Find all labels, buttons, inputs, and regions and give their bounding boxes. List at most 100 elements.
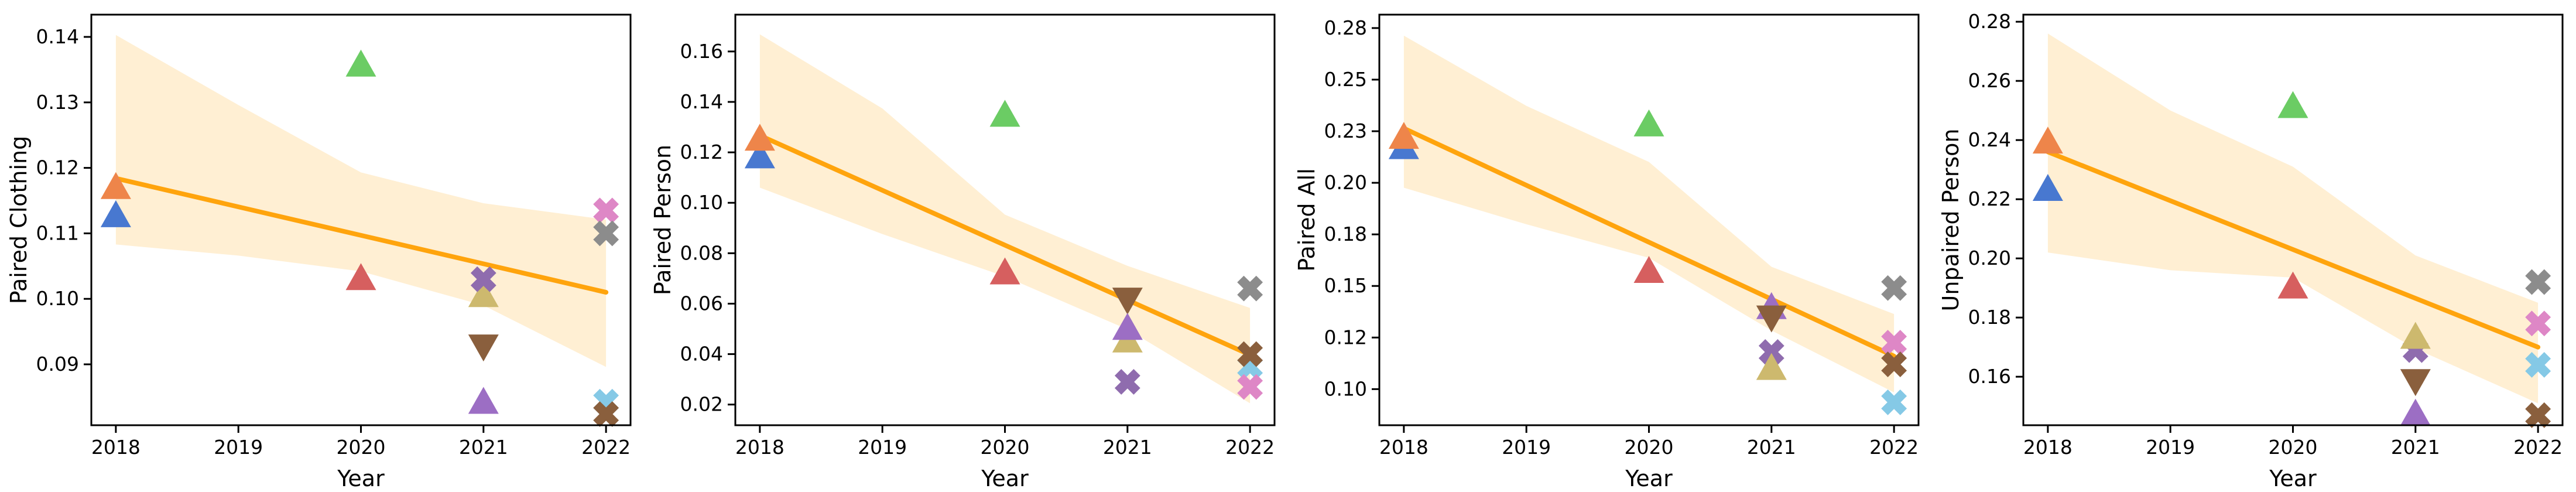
regression-line bbox=[113, 176, 609, 295]
confidence-band bbox=[115, 35, 607, 367]
subplot-paired-person: 2018 2019 2020 2021 2022 0.02 0.04 0.06 0.08 0.10… bbox=[644, 0, 1288, 492]
data-point-triangle-up bbox=[2032, 127, 2063, 154]
x-axis-tick-label: 2022 bbox=[581, 436, 631, 459]
y-axis-tick-label: 0.06 bbox=[680, 292, 723, 315]
data-point-x bbox=[2525, 310, 2551, 337]
data-point-triangle-up bbox=[100, 200, 131, 227]
x-axis-tick-label: 2020 bbox=[2269, 436, 2318, 459]
y-axis-tick-label: 0.20 bbox=[1324, 171, 1367, 194]
data-point-triangle-up bbox=[2277, 271, 2308, 299]
x-axis-tick-label: 2022 bbox=[2513, 436, 2563, 459]
plot-svg: 2018 2019 2020 2021 2022 0.09 0.10 0.11 0.12 0.13… bbox=[6, 13, 632, 491]
y-axis-tick-label: 0.11 bbox=[36, 221, 79, 244]
data-point-triangle-up bbox=[468, 280, 499, 308]
data-point-triangle-up bbox=[1633, 109, 1664, 136]
y-axis-tick-label: 0.12 bbox=[36, 156, 79, 179]
y-axis-tick-label: 0.14 bbox=[36, 25, 79, 48]
data-point-triangle-up bbox=[2400, 322, 2431, 349]
x-axis-tick-label: 2021 bbox=[459, 436, 508, 459]
data-point-x bbox=[2525, 402, 2551, 428]
x-axis-tick-label: 2021 bbox=[1103, 436, 1152, 459]
y-axis-tick-label: 0.10 bbox=[1324, 377, 1367, 400]
subplot-paired-all: 2018 2019 2020 2021 2022 0.10 0.12 0.15 0.18 0.20… bbox=[1288, 0, 1932, 492]
x-axis-tick-label: 2019 bbox=[2146, 436, 2195, 459]
x-axis-tick-label: 2022 bbox=[1225, 436, 1275, 459]
y-axis-tick-label: 0.26 bbox=[1968, 69, 2011, 92]
y-axis-tick-label: 0.09 bbox=[36, 353, 79, 375]
y-axis-tick-label: 0.04 bbox=[680, 343, 723, 365]
data-point-triangle-down bbox=[468, 334, 499, 362]
data-point-x bbox=[1881, 351, 1907, 378]
y-axis-tick-label: 0.12 bbox=[680, 141, 723, 163]
data-point-triangle-up bbox=[1112, 313, 1143, 340]
y-axis-label: Paired Clothing bbox=[6, 136, 32, 305]
y-axis-tick-label: 0.10 bbox=[680, 191, 723, 214]
data-point-triangle-down bbox=[1112, 288, 1143, 315]
y-axis-tick-label: 0.24 bbox=[1968, 128, 2011, 151]
y-axis-tick-label: 0.20 bbox=[1968, 247, 2011, 269]
x-axis-tick-label: 2018 bbox=[1379, 436, 1429, 459]
y-axis-tick-label: 0.22 bbox=[1968, 187, 2011, 210]
confidence-band bbox=[1403, 35, 1895, 392]
data-point-triangle-up bbox=[2277, 91, 2308, 118]
y-axis-tick-label: 0.13 bbox=[36, 91, 79, 114]
x-axis-label: Year bbox=[981, 466, 1029, 491]
y-axis-tick-label: 0.16 bbox=[680, 40, 723, 63]
y-axis-tick-label: 0.18 bbox=[1968, 306, 2011, 329]
y-axis-tick-label: 0.25 bbox=[1324, 68, 1367, 91]
data-point-triangle-up bbox=[1633, 256, 1664, 283]
y-axis-tick-label: 0.14 bbox=[680, 90, 723, 113]
data-point-triangle-up bbox=[2400, 398, 2431, 426]
y-axis-tick-label: 0.28 bbox=[1324, 16, 1367, 39]
data-point-triangle-up bbox=[2032, 173, 2063, 201]
y-axis-tick-label: 0.10 bbox=[36, 287, 79, 310]
data-point-x bbox=[1114, 369, 1140, 395]
x-axis-label: Year bbox=[2269, 466, 2317, 491]
data-point-triangle-up bbox=[989, 100, 1020, 127]
confidence-band bbox=[759, 34, 1251, 404]
data-point-triangle-up bbox=[1388, 122, 1419, 149]
data-point-x bbox=[2525, 269, 2551, 295]
subplot-paired-clothing: 2018 2019 2020 2021 2022 0.09 0.10 0.11 0.12 0.13… bbox=[0, 0, 644, 492]
x-axis-label: Year bbox=[337, 466, 385, 491]
x-axis-tick-label: 2020 bbox=[1625, 436, 1674, 459]
x-axis-tick-label: 2021 bbox=[2391, 436, 2440, 459]
plot-svg: 2018 2019 2020 2021 2022 0.10 0.12 0.15 0.18 0.20… bbox=[1294, 13, 1920, 491]
regression-line bbox=[2045, 149, 2541, 350]
x-axis-tick-label: 2020 bbox=[981, 436, 1030, 459]
x-axis-tick-label: 2018 bbox=[2023, 436, 2073, 459]
data-point-triangle-up bbox=[744, 124, 775, 151]
regression-line bbox=[1401, 126, 1897, 358]
data-point-x bbox=[593, 401, 619, 427]
data-point-x bbox=[2525, 352, 2551, 378]
x-axis-tick-label: 2018 bbox=[91, 436, 141, 459]
y-axis-tick-label: 0.02 bbox=[680, 393, 723, 416]
x-axis-label: Year bbox=[1625, 466, 1673, 491]
x-axis-tick-label: 2021 bbox=[1747, 436, 1796, 459]
y-axis-tick-label: 0.16 bbox=[1968, 365, 2011, 388]
data-point-x bbox=[1237, 374, 1263, 400]
data-point-x bbox=[1758, 339, 1784, 365]
x-axis-tick-label: 2020 bbox=[337, 436, 386, 459]
y-axis-tick-label: 0.28 bbox=[1968, 10, 2011, 33]
data-point-triangle-down bbox=[1756, 305, 1787, 333]
confidence-band bbox=[2047, 33, 2539, 404]
data-point-triangle-up bbox=[989, 257, 1020, 285]
data-point-x bbox=[1237, 341, 1263, 367]
data-point-x bbox=[1237, 275, 1263, 302]
x-axis-tick-label: 2019 bbox=[214, 436, 263, 459]
x-axis-tick-label: 2022 bbox=[1869, 436, 1919, 459]
y-axis-tick-label: 0.23 bbox=[1324, 119, 1367, 142]
data-point-x bbox=[1881, 389, 1907, 415]
plot-svg: 2018 2019 2020 2021 2022 0.02 0.04 0.06 0.08 0.10… bbox=[650, 13, 1276, 491]
subplot-unpaired-person: 2018 2019 2020 2021 2022 0.16 0.18 0.20 0.22 0.24… bbox=[1932, 0, 2576, 492]
data-point-triangle-up bbox=[345, 263, 376, 291]
y-axis-label: Paired All bbox=[1294, 168, 1320, 272]
x-axis-tick-label: 2019 bbox=[1502, 436, 1551, 459]
data-point-triangle-up bbox=[744, 141, 775, 169]
data-point-triangle-up bbox=[345, 49, 376, 77]
y-axis-tick-label: 0.18 bbox=[1324, 223, 1367, 245]
data-point-x bbox=[593, 220, 619, 247]
regression-line bbox=[757, 133, 1253, 357]
